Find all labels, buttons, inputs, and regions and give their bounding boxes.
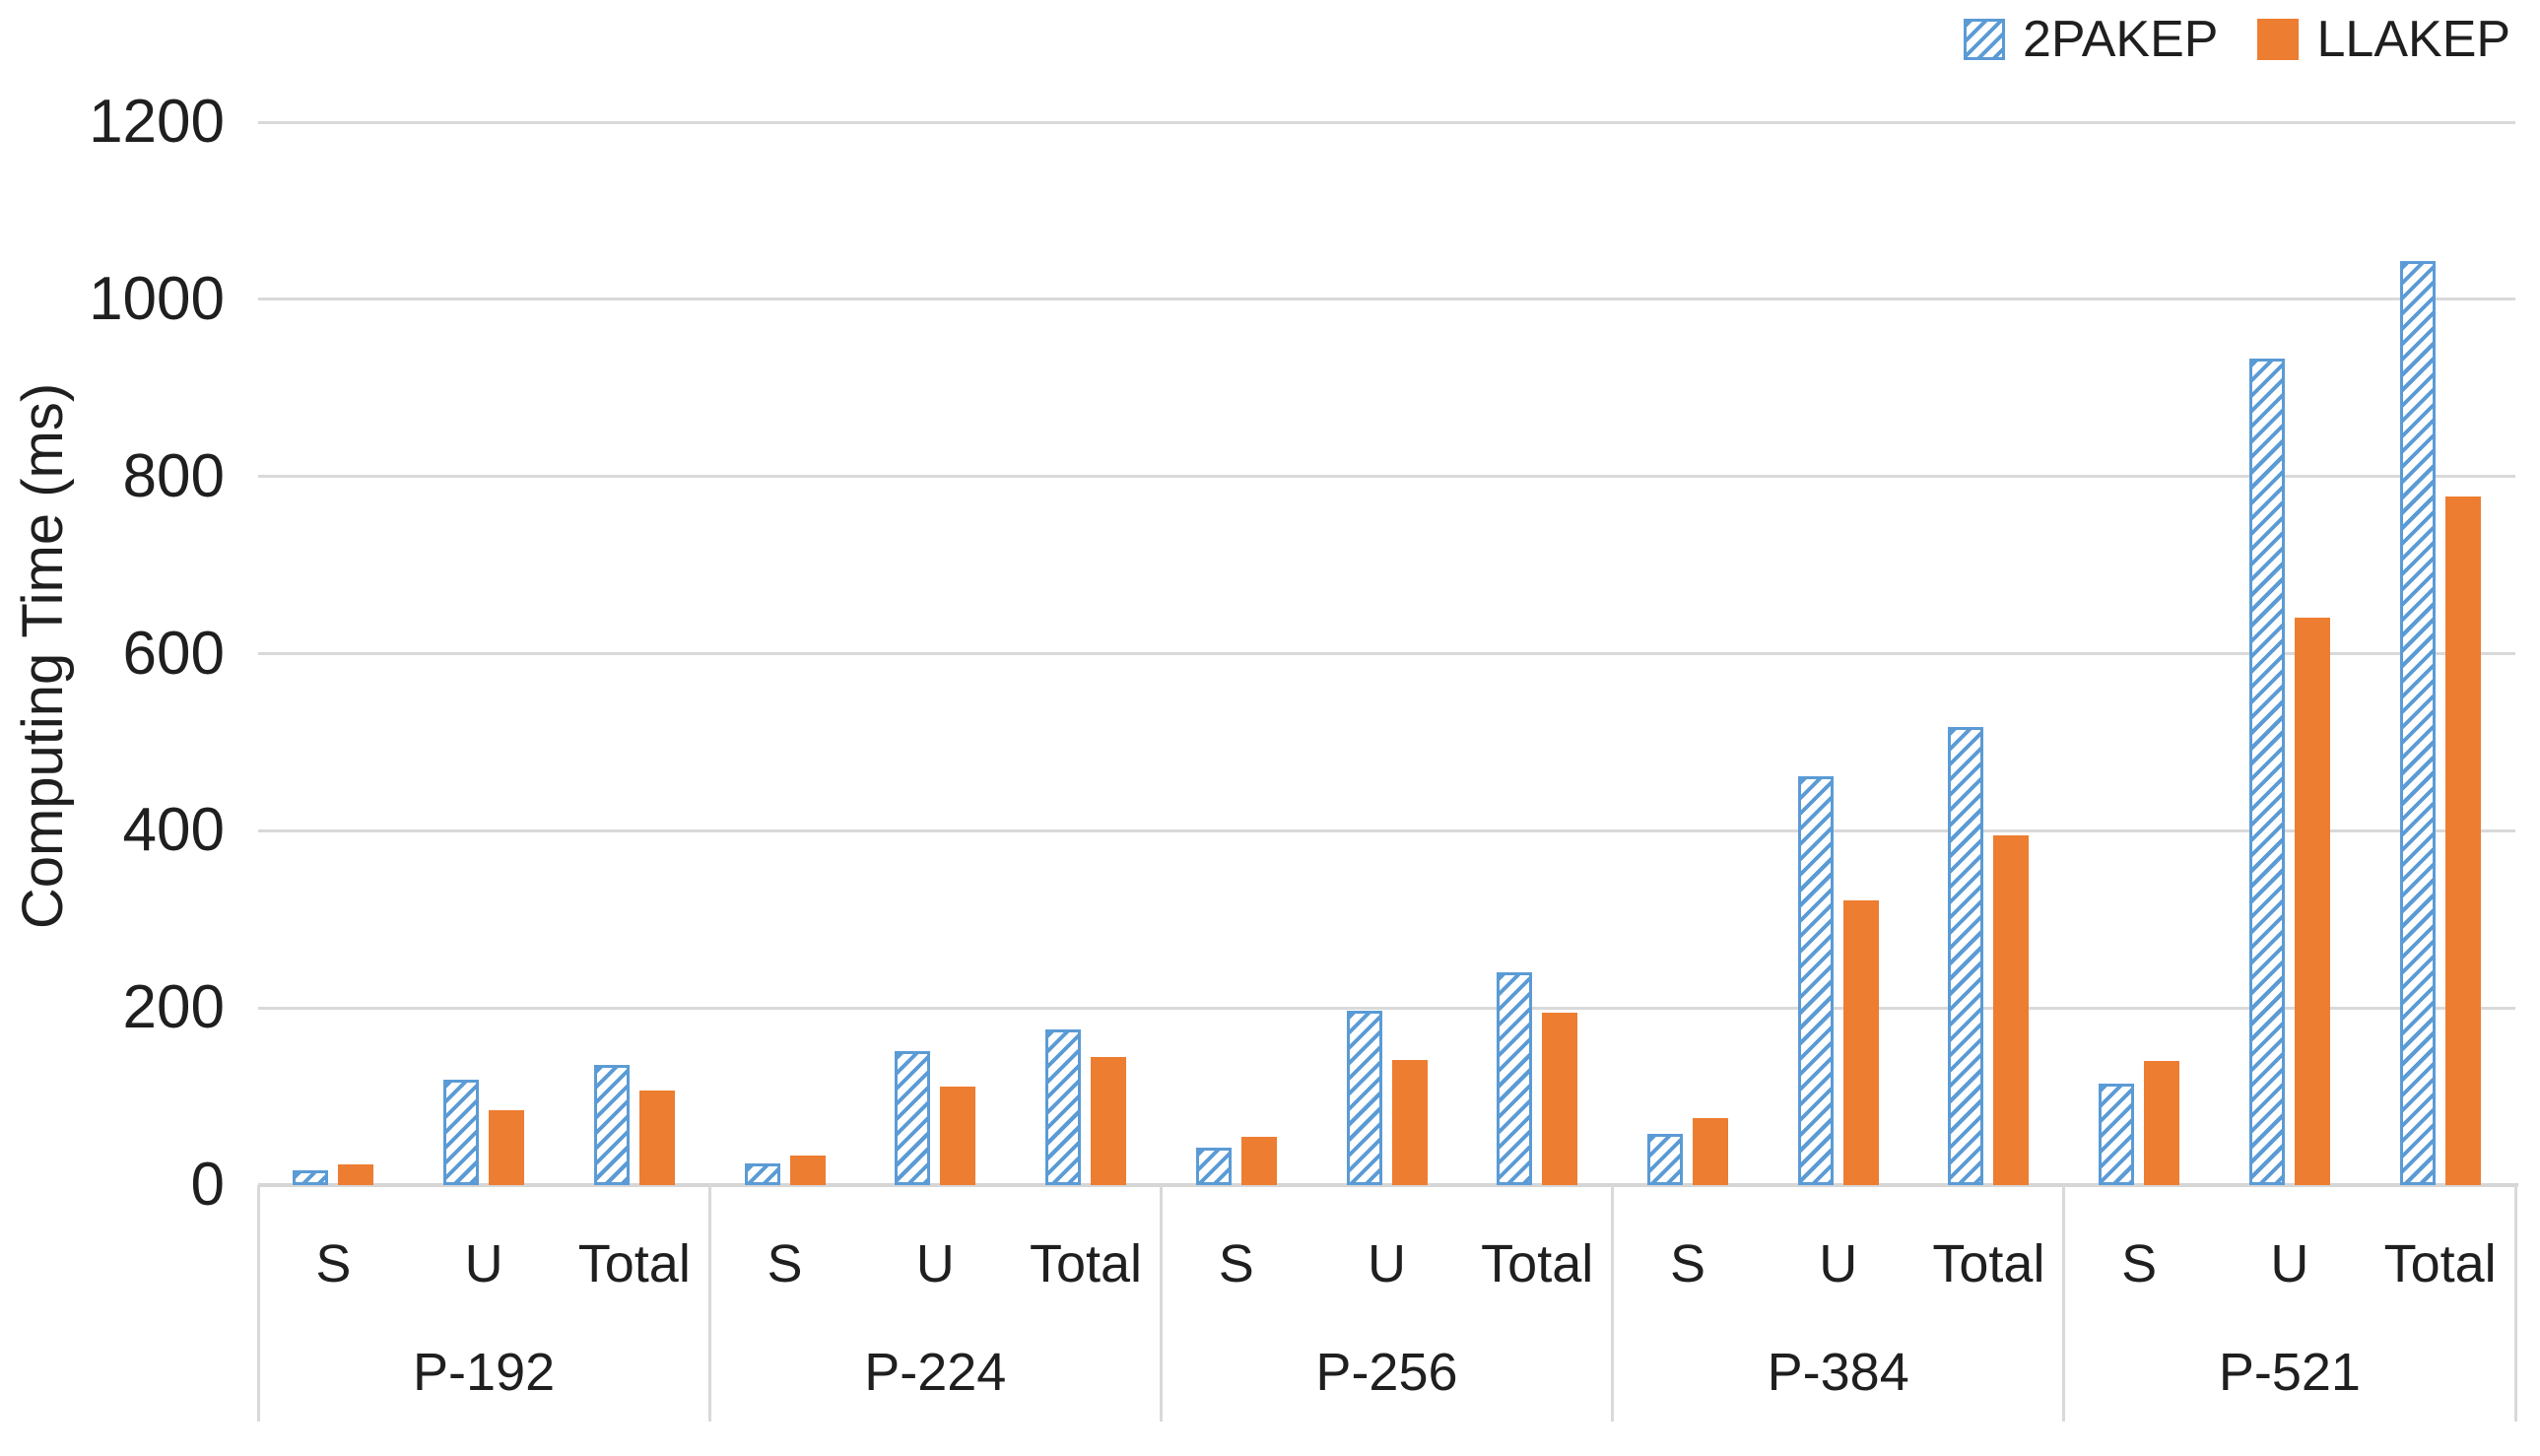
y-tick-label-1000: 1000 (89, 264, 225, 333)
subcategory-label-p-384-s: S (1669, 1234, 1705, 1293)
x-axis-line (258, 1183, 2518, 1187)
bar-llakep-p-384-total (1993, 835, 2030, 1185)
bar-2pakep-p-521-total (2399, 261, 2436, 1185)
bar-llakep-p-521-s (2144, 1061, 2180, 1185)
bar-llakep-p-192-u (489, 1110, 525, 1185)
subcategory-label-p-256-s: S (1218, 1234, 1254, 1293)
legend-swatch-2pakep-hatched (1964, 19, 2005, 60)
bar-2pakep-p-192-total (593, 1065, 630, 1185)
category-separator (1611, 1185, 1615, 1422)
bar-2pakep-p-256-s (1195, 1148, 1232, 1185)
category-separator (256, 1185, 260, 1422)
bar-llakep-p-256-s (1240, 1137, 1277, 1185)
bar-2pakep-p-521-u (2248, 359, 2285, 1185)
y-tick-label-800: 800 (122, 441, 225, 510)
subcategory-label-p-256-total: Total (1481, 1234, 1594, 1293)
bar-llakep-p-224-u (940, 1087, 976, 1185)
category-separator (2062, 1185, 2066, 1422)
gridline-600 (258, 652, 2515, 655)
gridline-1000 (258, 298, 2515, 301)
gridline-800 (258, 475, 2515, 479)
legend-swatch-llakep-solid (2257, 19, 2300, 60)
gridline-1200 (258, 120, 2515, 124)
subcategory-label-p-192-total: Total (577, 1234, 691, 1293)
legend: 2PAKEP LLAKEP (1964, 11, 2540, 68)
gridline-200 (258, 1006, 2515, 1010)
bar-llakep-p-256-total (1542, 1013, 1578, 1185)
bar-llakep-p-224-total (1091, 1057, 1127, 1185)
subcategory-label-p-521-u: U (2270, 1234, 2309, 1293)
group-label-p-192: P-192 (413, 1343, 556, 1402)
bar-llakep-p-384-u (1842, 900, 1879, 1185)
bar-llakep-p-384-s (1692, 1118, 1728, 1185)
bar-llakep-p-521-u (2294, 618, 2330, 1185)
subcategory-label-p-224-total: Total (1029, 1234, 1143, 1293)
bar-2pakep-p-256-total (1497, 972, 1533, 1185)
bar-llakep-p-256-u (1391, 1060, 1428, 1185)
subcategory-label-p-192-s: S (315, 1234, 352, 1293)
group-label-p-384: P-384 (1767, 1343, 1909, 1402)
subcategory-label-p-224-s: S (767, 1234, 803, 1293)
bar-2pakep-p-384-u (1797, 776, 1834, 1185)
category-separator (707, 1185, 711, 1422)
bar-2pakep-p-384-s (1646, 1134, 1683, 1185)
bar-llakep-p-224-s (789, 1156, 826, 1185)
legend-label-2pakep: 2PAKEP (2023, 11, 2219, 68)
bar-2pakep-p-224-total (1045, 1029, 1082, 1185)
bar-llakep-p-192-s (338, 1164, 374, 1185)
gridline-400 (258, 828, 2515, 832)
bar-2pakep-p-192-u (443, 1080, 480, 1185)
bar-2pakep-p-384-total (1948, 727, 1984, 1185)
category-separator (1159, 1185, 1163, 1422)
legend-label-llakep: LLAKEP (2316, 11, 2511, 68)
y-tick-label-600: 600 (122, 619, 225, 688)
bar-2pakep-p-192-s (293, 1170, 329, 1185)
y-tick-label-1200: 1200 (89, 88, 225, 156)
bar-2pakep-p-224-u (895, 1051, 931, 1185)
subcategory-label-p-521-total: Total (2383, 1234, 2497, 1293)
bar-2pakep-p-256-u (1346, 1011, 1382, 1185)
subcategory-label-p-384-total: Total (1932, 1234, 2045, 1293)
y-tick-label-200: 200 (122, 973, 225, 1042)
bar-2pakep-p-224-s (744, 1163, 780, 1185)
bar-2pakep-p-521-s (2099, 1084, 2135, 1185)
bar-llakep-p-192-total (638, 1091, 675, 1185)
bar-llakep-p-521-total (2444, 496, 2481, 1185)
subcategory-label-p-384-u: U (1819, 1234, 1858, 1293)
group-label-p-256: P-256 (1315, 1343, 1458, 1402)
subcategory-label-p-521-s: S (2121, 1234, 2158, 1293)
subcategory-label-p-192-u: U (464, 1234, 503, 1293)
subcategory-label-p-224-u: U (915, 1234, 955, 1293)
category-separator (2513, 1185, 2517, 1422)
group-label-p-521: P-521 (2218, 1343, 2361, 1402)
y-tick-label-400: 400 (122, 796, 225, 865)
subcategory-label-p-256-u: U (1367, 1234, 1406, 1293)
group-label-p-224: P-224 (864, 1343, 1007, 1402)
y-tick-label-0: 0 (190, 1151, 225, 1219)
